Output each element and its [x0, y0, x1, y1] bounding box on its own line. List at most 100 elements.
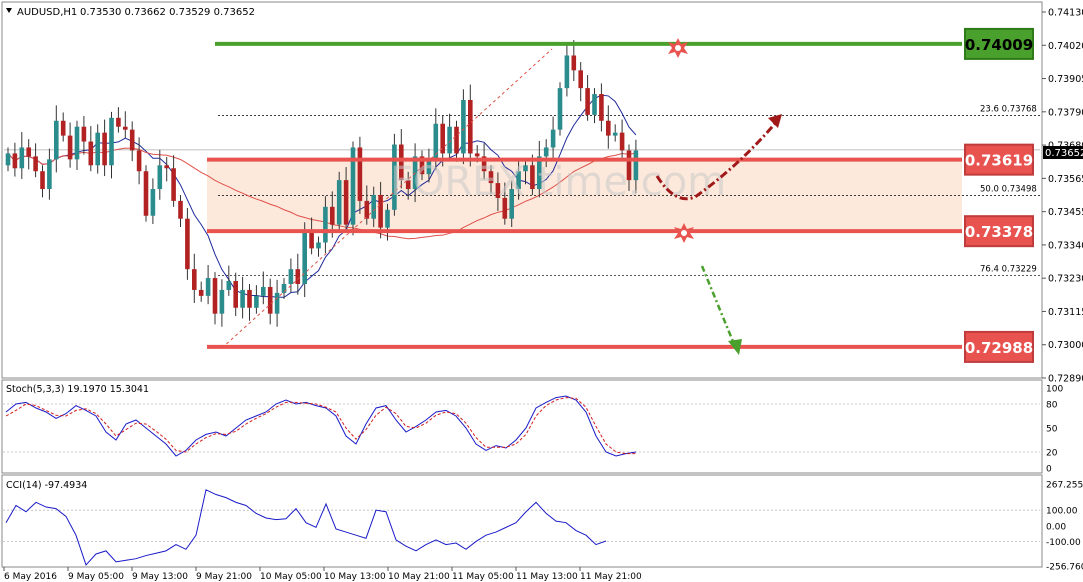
cci-lines	[3, 489, 1040, 566]
candle-body	[550, 129, 556, 148]
candle-body	[247, 289, 252, 308]
cci-tick-label: -256.760	[1046, 563, 1083, 573]
candle-body	[19, 147, 25, 169]
cci-tick-label: 100.00	[1046, 507, 1078, 517]
burst-icon	[668, 38, 688, 58]
level-label-box	[964, 27, 1034, 60]
time-tick-label: 11 May 21:00	[580, 572, 642, 582]
time-tick-label: 10 May 05:00	[260, 572, 322, 582]
candle-body	[599, 94, 604, 121]
candle-body	[40, 171, 45, 190]
time-tick-label: 11 May 05:00	[452, 572, 514, 582]
candle-body	[67, 135, 73, 160]
time-tick-label: 9 May 21:00	[196, 572, 252, 582]
stoch-tick-label: 0	[1046, 465, 1052, 475]
candle-body	[530, 165, 535, 190]
current-price: 0.73652	[1045, 148, 1083, 159]
candle-body	[426, 159, 432, 175]
cci-title: CCI(14) -97.4934	[6, 480, 87, 491]
candle-body	[157, 165, 163, 190]
candle-body	[392, 144, 397, 210]
fibo-label: 50.0 0.73498	[980, 185, 1037, 195]
candle-body	[585, 88, 590, 115]
candle-body	[461, 100, 466, 154]
level-labels: 0.74009 0.73619 0.73378 0.72988	[964, 27, 1034, 363]
candle-body	[261, 286, 266, 296]
level-label-box	[964, 215, 1034, 248]
candle-body	[419, 156, 425, 175]
candle-body	[481, 156, 487, 172]
candle-body	[205, 278, 211, 296]
candle-body	[171, 168, 176, 201]
fibo-label: 76.4 0.73229	[980, 264, 1037, 274]
fibo-label: 23.6 0.73768	[980, 104, 1037, 114]
candle-body	[343, 180, 349, 225]
dropdown-triangle-icon[interactable]	[6, 8, 12, 13]
stoch-title: Stoch(5,3,3) 19.1970 15.3041	[6, 384, 149, 395]
time-tick-label: 11 May 13:00	[516, 572, 578, 582]
candle-body	[226, 281, 232, 290]
current-price-tag	[1043, 146, 1083, 159]
arrow-head-icon	[768, 114, 782, 128]
candle-body	[198, 289, 204, 296]
fibo-trendline	[221, 48, 553, 349]
candle-body	[164, 165, 169, 169]
stoch-axis: 100 80 50 20 0	[1046, 385, 1063, 475]
candle-body	[192, 269, 197, 290]
candle-body	[295, 269, 301, 284]
candle-body	[81, 126, 87, 142]
candle-body	[571, 55, 577, 71]
price-tick-label: 0.73115	[1048, 307, 1083, 318]
candle-body	[47, 159, 52, 190]
candle-body	[178, 200, 183, 219]
candle-body	[143, 171, 149, 216]
candle-body	[60, 120, 66, 136]
candle-body	[74, 126, 80, 160]
candle-body	[240, 289, 245, 308]
arrow-head-icon	[728, 339, 742, 355]
candle-body	[95, 132, 100, 166]
candle-body	[509, 189, 514, 219]
bearish-projection-arrow	[700, 265, 736, 345]
candle-body	[454, 126, 459, 154]
symbol-title: AUDUSD,H1	[17, 7, 77, 18]
candle-body	[33, 156, 38, 172]
candle-body	[399, 144, 404, 181]
candle-body	[578, 70, 583, 89]
level-label-box	[964, 143, 1034, 176]
candle-body	[543, 147, 549, 157]
candle-body	[364, 200, 370, 219]
candle-body	[371, 194, 376, 219]
stoch-main-line	[5, 395, 637, 457]
candle-body	[537, 156, 542, 190]
candle-body	[12, 153, 18, 169]
candle-body	[385, 209, 390, 228]
candle-body	[440, 123, 445, 154]
ohlc-readout: 0.73530 0.73662 0.73529 0.73652	[80, 7, 255, 18]
cci-panel	[1, 474, 1043, 568]
time-tick-label: 9 May 13:00	[132, 572, 188, 582]
candle-body	[5, 153, 11, 166]
candle-body	[281, 284, 287, 293]
candle-body	[468, 100, 473, 154]
candle-body	[336, 180, 342, 225]
stoch-tick-label: 50	[1046, 425, 1058, 435]
cci-tick-label: -100.00	[1046, 538, 1081, 548]
candle-body	[523, 165, 528, 172]
candle-body	[633, 150, 639, 181]
time-tick-label: 9 May 05:00	[68, 572, 124, 582]
stoch-signal-line	[5, 397, 636, 455]
candle-body	[378, 194, 383, 228]
candle-body	[316, 242, 321, 249]
candle-body	[502, 197, 508, 219]
candle-body	[288, 269, 294, 284]
candle-body	[488, 171, 494, 184]
candle-body	[136, 150, 142, 172]
level-label: 0.73378	[965, 223, 1033, 241]
candle-body	[330, 206, 335, 225]
